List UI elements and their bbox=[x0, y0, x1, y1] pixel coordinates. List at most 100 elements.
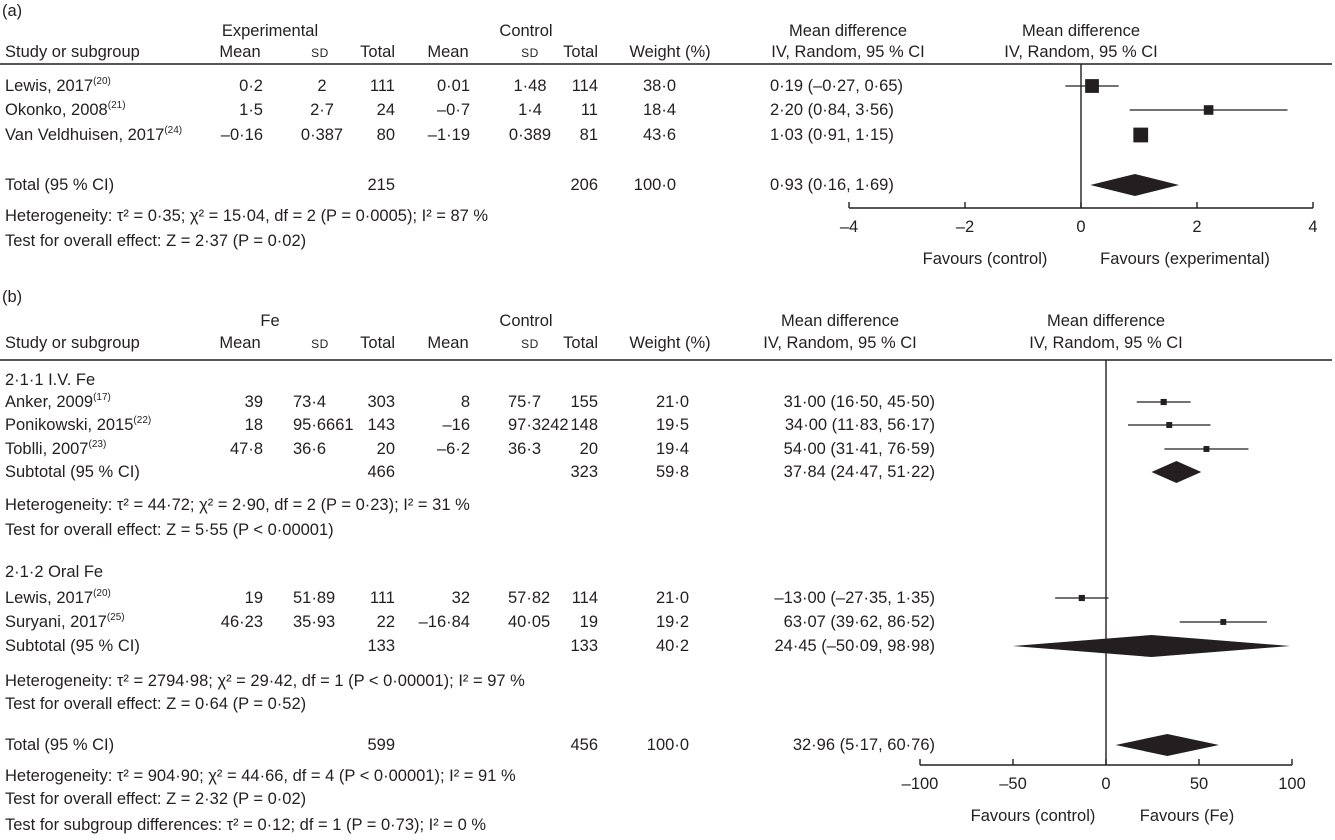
ctrl-total: 81 bbox=[579, 126, 598, 144]
ci-value: 24·45 (–50·09, 98·98) bbox=[774, 637, 935, 655]
exp-total: 143 bbox=[367, 416, 395, 434]
exp-mean: 0·2 bbox=[239, 77, 263, 95]
exp-sd: 0·387 bbox=[300, 126, 344, 144]
ci-value: 34·00 (11·83, 56·17) bbox=[784, 416, 935, 434]
ci-value: 31·00 (16·50, 45·50) bbox=[783, 393, 935, 411]
subgroup-note: Heterogeneity: τ² = 44·72; χ² = 2·90, df… bbox=[5, 496, 470, 514]
study-name: Lewis, 2017(20) bbox=[5, 588, 111, 608]
ci-value: 63·07 (39·62, 86·52) bbox=[783, 613, 935, 631]
study-effect-square bbox=[1133, 127, 1149, 143]
ci-value: 37·84 (24·47, 51·22) bbox=[783, 463, 935, 481]
x-tick-label: 50 bbox=[1189, 775, 1209, 793]
ci-value: 54·00 (31·41, 76·59) bbox=[783, 440, 935, 458]
weight: 21·0 bbox=[655, 393, 689, 411]
study-effect-square bbox=[1220, 619, 1227, 625]
x-tick-label: 0 bbox=[1101, 775, 1111, 793]
ctrl-total: 148 bbox=[570, 416, 598, 434]
subtotal-label: Subtotal (95 % CI) bbox=[5, 637, 140, 655]
subtotal-diamond bbox=[1012, 635, 1291, 657]
column-header-ctrl-mean: Mean bbox=[427, 43, 469, 61]
column-header-ci: IV, Random, 95 % CI bbox=[763, 334, 917, 352]
column-header-ctrl-total: Total bbox=[563, 43, 598, 61]
ctrl-mean: –16·84 bbox=[418, 613, 470, 631]
subtotal-weight: 59·8 bbox=[655, 463, 689, 481]
ci-value: 2·20 (0·84, 3·56) bbox=[770, 101, 894, 119]
reference-superscript: (20) bbox=[93, 76, 111, 87]
ci-value: –13·00 (–27·35, 1·35) bbox=[774, 589, 935, 607]
reference-superscript: (23) bbox=[88, 439, 107, 450]
exp-mean: 18 bbox=[244, 416, 263, 434]
subtotal-weight: 40·2 bbox=[655, 637, 689, 655]
overall-note: Test for overall effect: Z = 2·32 (P = 0… bbox=[5, 790, 307, 808]
subtotal-diamond bbox=[1151, 461, 1202, 483]
exp-sd: 2·7 bbox=[310, 101, 334, 119]
exp-mean: 1·5 bbox=[239, 101, 263, 119]
favours-right-label: Favours (experimental) bbox=[1100, 250, 1270, 268]
total-diamond bbox=[1090, 174, 1180, 196]
column-header-exp-sd: SD bbox=[311, 46, 329, 60]
study-effect-square bbox=[1078, 594, 1085, 602]
weight: 19·5 bbox=[655, 416, 689, 434]
study-effect-square bbox=[1160, 398, 1167, 406]
column-header-exp-mean: Mean bbox=[219, 43, 261, 61]
reference-superscript: (22) bbox=[133, 415, 152, 426]
weight: 19·2 bbox=[655, 613, 689, 631]
subtotal-ctrl-total: 133 bbox=[570, 637, 598, 655]
study-name: Van Veldhuisen, 2017(24) bbox=[5, 125, 183, 145]
exp-sd: 73·4 bbox=[293, 393, 327, 411]
favours-left-label: Favours (control) bbox=[970, 807, 1096, 825]
column-header-ci: IV, Random, 95 % CI bbox=[771, 43, 925, 61]
weight: 21·0 bbox=[655, 589, 689, 607]
ctrl-mean: 8 bbox=[460, 393, 470, 411]
exp-sd: 95·6661 bbox=[293, 416, 354, 434]
mean-difference-header: Mean difference bbox=[780, 312, 900, 330]
ci-value: 1·03 (0·91, 1·15) bbox=[770, 126, 894, 144]
study-name: Anker, 2009(17) bbox=[5, 392, 111, 412]
ctrl-sd: 57·82 bbox=[508, 589, 551, 607]
x-tick-label: 4 bbox=[1308, 218, 1318, 236]
column-header-exp-total: Total bbox=[360, 43, 395, 61]
subgroup-title: 2·1·1 I.V. Fe bbox=[5, 371, 96, 389]
total-label: Total (95 % CI) bbox=[5, 176, 115, 194]
column-header-ctrl-mean: Mean bbox=[427, 334, 469, 352]
exp-total: 111 bbox=[369, 589, 395, 607]
ci-value: 32·96 (5·17, 60·76) bbox=[792, 736, 935, 754]
ctrl-sd: 97·3242 bbox=[508, 416, 569, 434]
favours-right-label: Favours (Fe) bbox=[1139, 807, 1235, 825]
ctrl-sd: 1·4 bbox=[518, 101, 542, 119]
reference-superscript: (21) bbox=[107, 100, 126, 111]
study-name: Ponikowski, 2015(22) bbox=[5, 415, 152, 435]
column-header-exp-mean: Mean bbox=[219, 334, 261, 352]
subtotal-label: Subtotal (95 % CI) bbox=[5, 463, 140, 481]
ctrl-mean: –1·19 bbox=[427, 126, 470, 144]
ctrl-mean: –6·2 bbox=[436, 440, 470, 458]
exp-sd: 51·89 bbox=[293, 589, 336, 607]
weight: 18·4 bbox=[642, 101, 676, 119]
x-tick-label: –4 bbox=[839, 218, 859, 236]
subgroup-note: Test for overall effect: Z = 5·55 (P < 0… bbox=[5, 521, 334, 539]
exp-sd: 2 bbox=[317, 77, 327, 95]
overall-note: Heterogeneity: τ² = 904·90; χ² = 44·66, … bbox=[5, 767, 516, 785]
study-name: Suryani, 2017(25) bbox=[5, 612, 125, 632]
plot-header: Mean difference bbox=[1021, 22, 1141, 40]
column-header-plot-ci: IV, Random, 95 % CI bbox=[1004, 43, 1158, 61]
study-effect-square bbox=[1203, 446, 1210, 452]
experimental-group-header: Experimental bbox=[221, 22, 319, 40]
exp-total: 24 bbox=[376, 101, 395, 119]
subtotal-ctrl-total: 323 bbox=[570, 463, 598, 481]
ci-value: 0·93 (0·16, 1·69) bbox=[770, 176, 894, 194]
x-tick-label: –50 bbox=[999, 775, 1027, 793]
experimental-group-header: Fe bbox=[260, 312, 280, 330]
x-tick-label: 0 bbox=[1076, 218, 1086, 236]
subgroup-note: Heterogeneity: τ² = 2794·98; χ² = 29·42,… bbox=[5, 672, 525, 690]
exp-mean: –0·16 bbox=[220, 126, 263, 144]
ctrl-total: 155 bbox=[570, 393, 598, 411]
control-group-header: Control bbox=[499, 22, 553, 40]
favours-left-label: Favours (control) bbox=[922, 250, 1048, 268]
ctrl-total: 114 bbox=[571, 589, 598, 607]
plot-header: Mean difference bbox=[1046, 312, 1166, 330]
exp-mean: 47·8 bbox=[229, 440, 263, 458]
exp-mean: 19 bbox=[244, 589, 263, 607]
study-name: Lewis, 2017(20) bbox=[5, 76, 111, 96]
subtotal-exp-total: 466 bbox=[367, 463, 395, 481]
